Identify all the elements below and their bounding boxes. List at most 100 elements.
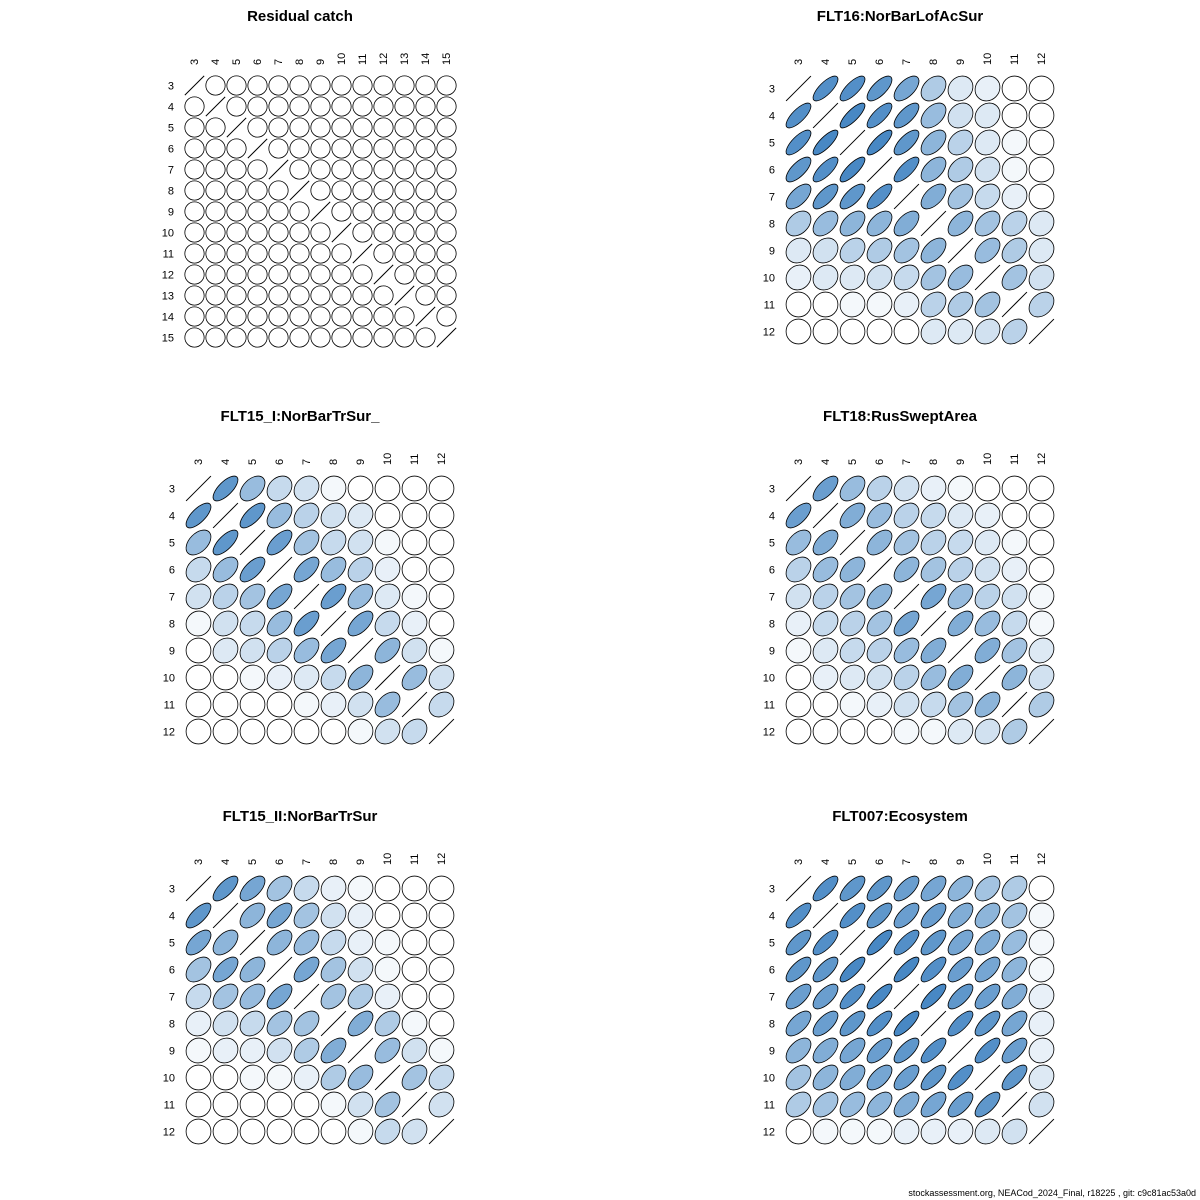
- corr-ellipse: [184, 117, 205, 138]
- corr-ellipse: [293, 718, 320, 745]
- corr-ellipse: [947, 875, 974, 902]
- corr-ellipse: [947, 1118, 974, 1145]
- panel-flt007-ecosystem: FLT007:Ecosystem 3 4 5 6 7 8 9 10 11 12 3 4 5 6 7 8 9 10 1…: [600, 800, 1200, 1200]
- corr-ellipse: [812, 1064, 839, 1091]
- corr-ellipse: [205, 264, 226, 285]
- corr-ellipse: [293, 875, 320, 902]
- corr-ellipse: [1001, 718, 1028, 745]
- age-label-left: 6: [169, 965, 175, 977]
- corr-ellipse: [331, 306, 352, 327]
- corr-ellipse: [185, 902, 212, 929]
- corr-diagonal: [373, 264, 394, 285]
- corr-ellipse: [974, 210, 1001, 237]
- corr-ellipse: [268, 327, 289, 348]
- corr-ellipse: [185, 1064, 212, 1091]
- corr-ellipse: [293, 529, 320, 556]
- corr-ellipse: [374, 556, 401, 583]
- corr-ellipse: [866, 1064, 893, 1091]
- corr-ellipse: [1028, 291, 1055, 318]
- corr-diagonal: [812, 502, 839, 529]
- age-label-left: 7: [769, 592, 775, 604]
- corr-ellipse: [415, 96, 436, 117]
- corr-diagonal: [974, 1064, 1001, 1091]
- corr-ellipse: [212, 1037, 239, 1064]
- age-label-left: 8: [769, 219, 775, 231]
- corr-ellipse: [293, 1118, 320, 1145]
- corr-ellipse: [347, 664, 374, 691]
- corr-ellipse: [920, 318, 947, 345]
- corr-ellipse: [293, 691, 320, 718]
- corr-ellipse: [812, 129, 839, 156]
- corr-ellipse: [1001, 637, 1028, 664]
- corr-ellipse: [415, 264, 436, 285]
- corr-ellipse: [839, 102, 866, 129]
- age-label-left: 10: [163, 1073, 175, 1085]
- corr-diagonal: [205, 96, 226, 117]
- corr-diagonal: [785, 75, 812, 102]
- age-label-top: 10: [982, 853, 994, 865]
- age-label-top: 9: [955, 59, 967, 65]
- corr-ellipse: [310, 264, 331, 285]
- age-label-left: 6: [169, 565, 175, 577]
- corr-ellipse: [394, 75, 415, 96]
- corr-ellipse: [373, 243, 394, 264]
- corr-ellipse: [974, 583, 1001, 610]
- corr-ellipse: [310, 159, 331, 180]
- age-label-left: 11: [164, 700, 175, 712]
- age-label-left: 10: [763, 673, 775, 685]
- corr-ellipse: [1001, 1037, 1028, 1064]
- corr-ellipse: [247, 264, 268, 285]
- corr-ellipse: [866, 664, 893, 691]
- corr-ellipse: [184, 201, 205, 222]
- corr-ellipse: [347, 718, 374, 745]
- corr-diagonal: [866, 556, 893, 583]
- corr-ellipse: [1028, 929, 1055, 956]
- corr-ellipse: [893, 875, 920, 902]
- corr-ellipse: [866, 129, 893, 156]
- corr-diagonal: [184, 75, 205, 96]
- corr-ellipse: [226, 306, 247, 327]
- corr-ellipse: [920, 102, 947, 129]
- corr-ellipse: [374, 583, 401, 610]
- corr-ellipse: [947, 502, 974, 529]
- corr-ellipse: [347, 983, 374, 1010]
- corr-ellipse: [289, 138, 310, 159]
- corr-ellipse: [920, 637, 947, 664]
- corr-ellipse: [205, 306, 226, 327]
- corr-ellipse: [212, 1118, 239, 1145]
- corr-diagonal: [239, 929, 266, 956]
- corr-ellipse: [320, 691, 347, 718]
- age-label-left: 15: [162, 333, 174, 345]
- corr-ellipse: [428, 902, 455, 929]
- corr-diagonal: [812, 102, 839, 129]
- corr-ellipse: [893, 129, 920, 156]
- corr-ellipse: [352, 306, 373, 327]
- age-label-top: 3: [793, 859, 805, 865]
- corr-ellipse: [1028, 237, 1055, 264]
- corr-ellipse: [866, 318, 893, 345]
- corr-ellipse: [226, 264, 247, 285]
- corr-ellipse: [401, 1118, 428, 1145]
- corr-ellipse: [1001, 237, 1028, 264]
- corr-ellipse: [947, 475, 974, 502]
- age-label-left: 4: [769, 111, 775, 123]
- corr-ellipse: [812, 929, 839, 956]
- corr-ellipse: [401, 475, 428, 502]
- corr-ellipse: [289, 264, 310, 285]
- corr-ellipse: [974, 156, 1001, 183]
- corr-ellipse: [947, 291, 974, 318]
- corr-ellipse: [185, 664, 212, 691]
- corr-ellipse: [920, 75, 947, 102]
- corr-ellipse: [947, 210, 974, 237]
- corr-ellipse: [1028, 1091, 1055, 1118]
- corr-ellipse: [320, 1037, 347, 1064]
- corr-ellipse: [293, 956, 320, 983]
- corr-diagonal: [401, 1091, 428, 1118]
- age-label-left: 7: [769, 992, 775, 1004]
- corr-ellipse: [289, 243, 310, 264]
- corr-ellipse: [839, 237, 866, 264]
- corr-ellipse: [947, 718, 974, 745]
- corr-ellipse: [374, 691, 401, 718]
- corr-ellipse: [374, 1091, 401, 1118]
- corr-ellipse: [428, 583, 455, 610]
